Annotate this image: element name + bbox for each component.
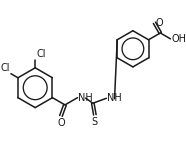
Text: O: O: [155, 18, 163, 28]
Text: OH: OH: [171, 34, 186, 44]
Text: O: O: [57, 118, 65, 128]
Text: Cl: Cl: [1, 63, 10, 73]
Text: NH: NH: [107, 93, 122, 103]
Text: Cl: Cl: [36, 49, 46, 59]
Text: S: S: [92, 117, 98, 127]
Text: NH: NH: [78, 93, 93, 103]
